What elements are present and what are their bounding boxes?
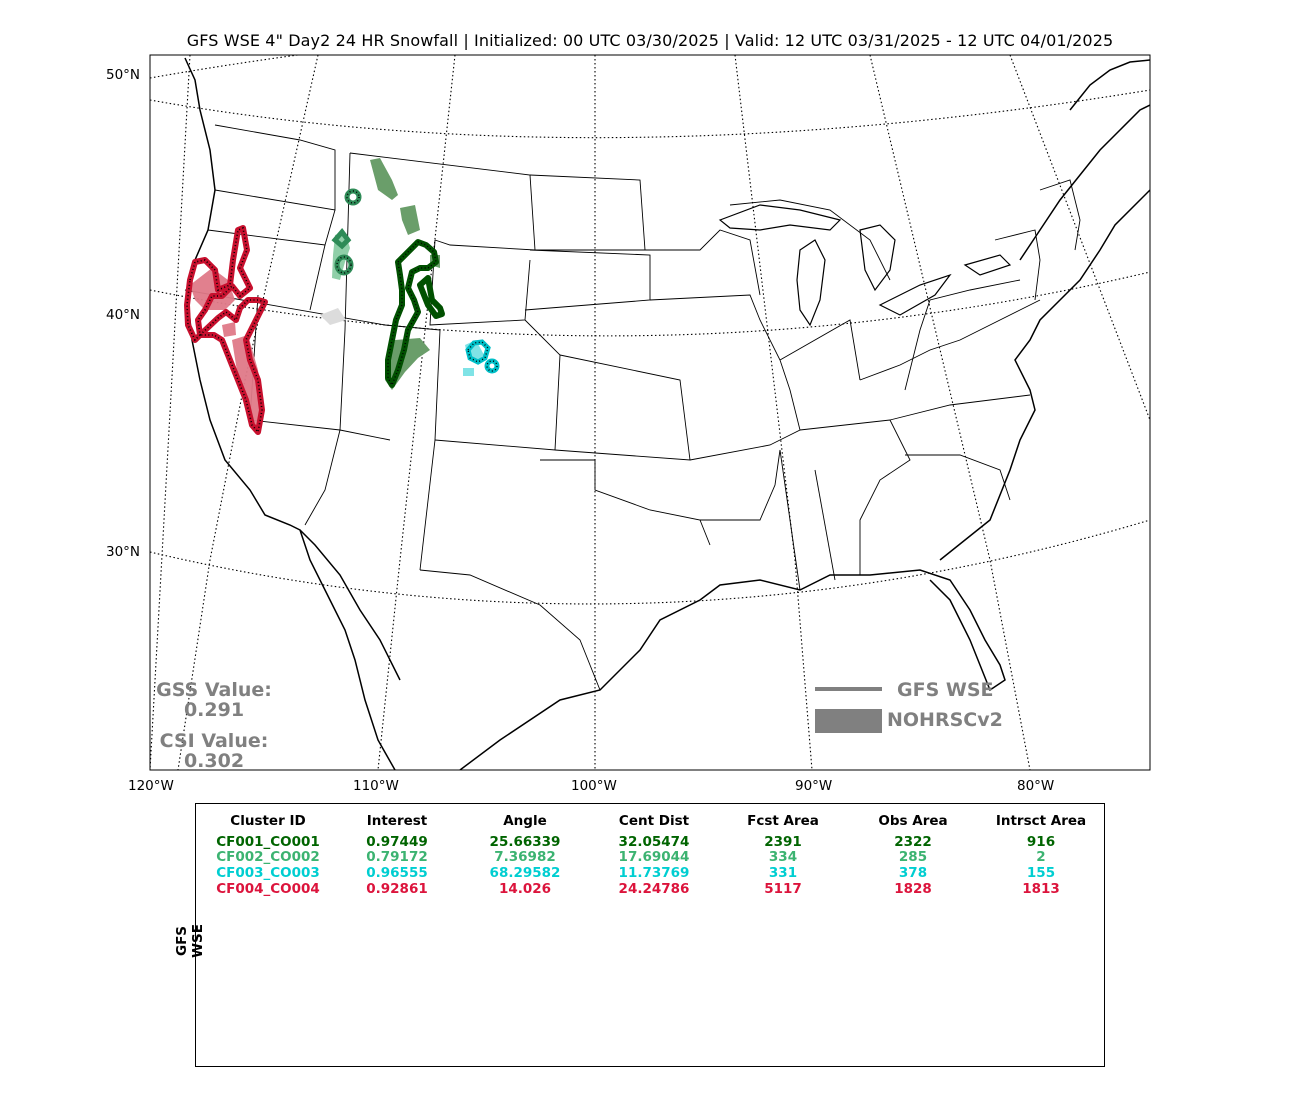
lon-label-110: 110°W [353, 778, 399, 794]
gss-label: GSS Value: [156, 679, 272, 701]
table-cell: 32.05474 [618, 834, 690, 850]
lon-label-90: 90°W [795, 778, 833, 794]
legend-line-label: GFS WSE [897, 679, 994, 701]
table-cell: 17.69044 [618, 849, 690, 865]
header-angle: Angle [503, 813, 547, 829]
table-cell: 0.79172 [366, 849, 428, 865]
lon-line-110 [377, 55, 456, 770]
table-cell: 1813 [1022, 881, 1060, 897]
lat-label-30: 30°N [106, 544, 141, 560]
table-cell: 14.026 [498, 881, 552, 897]
table-cell: 334 [768, 849, 798, 865]
csi-value: 0.302 [183, 750, 245, 772]
table-cell: CF001_CO001 [216, 834, 320, 850]
lon-line-75 [1009, 55, 1150, 421]
table-cell: CF004_CO004 [216, 881, 320, 897]
table-cell: 1828 [894, 881, 932, 897]
lon-line-80 [869, 55, 1031, 770]
lon-label-80: 80°W [1017, 778, 1055, 794]
header-fcst-area: Fcst Area [747, 813, 819, 829]
lat-label-50: 50°N [106, 67, 141, 83]
table-cell: 285 [898, 849, 928, 865]
legend-fill-label: NOHRSCv2 [887, 709, 1003, 731]
table-cell: CF002_CO002 [216, 849, 320, 865]
table-cell: 2391 [764, 834, 802, 850]
lon-label-100: 100°W [571, 778, 617, 794]
table-cell: 378 [898, 865, 928, 881]
lon-line-115 [177, 55, 319, 770]
great-lakes [718, 204, 1012, 327]
table-cell: 0.96555 [366, 865, 428, 881]
table-cell: 68.29582 [489, 865, 561, 881]
table-cell: 11.73769 [618, 865, 690, 881]
map-frame [149, 54, 1151, 771]
lon-label-120: 120°W [128, 778, 174, 794]
table-cell: 5117 [764, 881, 802, 897]
cluster-cf004-obs-fill [190, 268, 262, 430]
stats-table [195, 803, 1105, 1067]
lon-line-120 [150, 55, 191, 770]
table-cell: 25.66339 [489, 834, 561, 850]
graticule [150, 55, 1150, 770]
header-intrsct-area: Intrsct Area [995, 813, 1087, 829]
table-cell: 2322 [894, 834, 932, 850]
header-cent-dist: Cent Dist [618, 813, 690, 829]
table-cell: 24.24786 [618, 881, 690, 897]
table-cell: 0.92861 [366, 881, 428, 897]
lat-line-45 [150, 89, 1150, 139]
header-obs-area: Obs Area [878, 813, 948, 829]
table-cell: 916 [1026, 834, 1056, 850]
table-ylabel: GFS WSE [174, 924, 206, 958]
table-cell: 2 [1036, 849, 1046, 865]
lat-line-30 [150, 519, 1150, 605]
map-canvas [149, 54, 1151, 771]
table-cell: 155 [1026, 865, 1056, 881]
lon-line-90 [734, 55, 813, 770]
table-cell: 0.97449 [366, 834, 428, 850]
table-cell: 7.36982 [494, 849, 556, 865]
obs-grey-patch [320, 308, 346, 325]
csi-label: CSI Value: [159, 730, 269, 752]
map-title: GFS WSE 4" Day2 24 HR Snowfall | Initial… [186, 31, 1114, 50]
lat-label-40: 40°N [106, 307, 141, 323]
header-cluster-id: Cluster ID [230, 813, 306, 829]
coastline [184, 57, 1150, 770]
cluster-cf004-fcst-outline-dots [186, 226, 267, 434]
table-cell: 331 [768, 865, 798, 881]
header-interest: Interest [366, 813, 428, 829]
legend-fill-swatch [815, 709, 882, 733]
gss-value: 0.291 [183, 699, 245, 721]
table-cell: CF003_CO003 [216, 865, 320, 881]
